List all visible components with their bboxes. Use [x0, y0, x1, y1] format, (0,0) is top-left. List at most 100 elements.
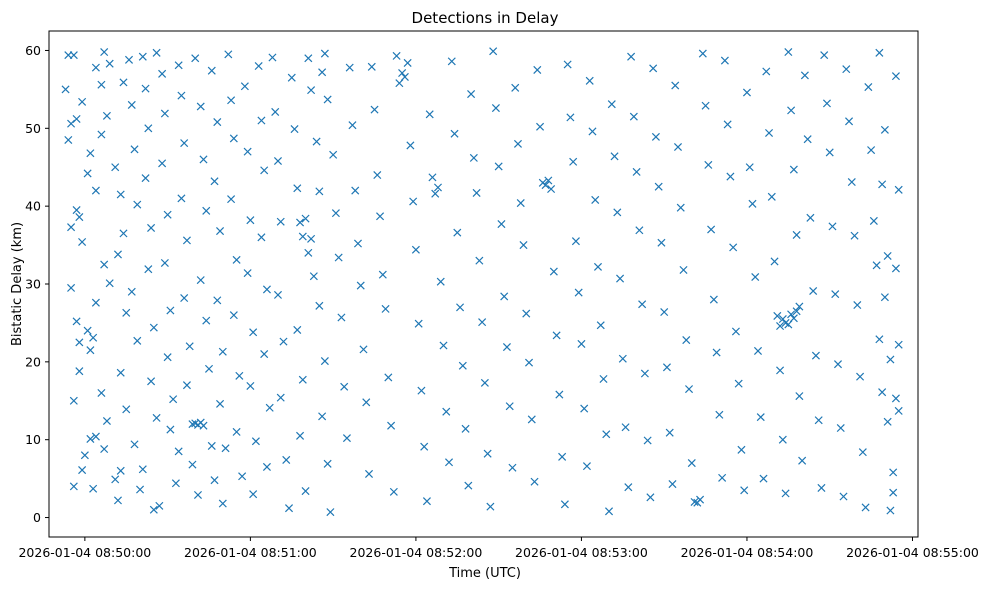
- data-point: [91, 63, 100, 72]
- data-point: [207, 66, 216, 75]
- data-point: [279, 337, 288, 346]
- data-point: [552, 331, 561, 340]
- data-point: [723, 120, 732, 129]
- data-point: [569, 157, 578, 166]
- data-point: [100, 445, 109, 454]
- data-point: [756, 413, 765, 422]
- data-point: [651, 132, 660, 141]
- data-point: [720, 56, 729, 65]
- data-point: [599, 374, 608, 383]
- data-point: [436, 277, 445, 286]
- data-point: [878, 180, 887, 189]
- data-point: [433, 183, 443, 192]
- data-point: [180, 293, 189, 303]
- data-point: [177, 91, 186, 100]
- data-point: [665, 428, 674, 437]
- data-point: [464, 481, 473, 490]
- data-point: [290, 125, 299, 134]
- data-point: [582, 462, 591, 471]
- data-point: [246, 381, 255, 391]
- data-point: [770, 257, 779, 266]
- data-point: [301, 214, 310, 223]
- data-point: [130, 145, 139, 154]
- data-point: [781, 489, 790, 498]
- data-point: [776, 366, 785, 375]
- data-point: [798, 456, 807, 465]
- data-point: [169, 395, 178, 404]
- data-point: [166, 425, 175, 434]
- data-point: [472, 188, 481, 197]
- data-point: [825, 148, 834, 157]
- data-point: [111, 163, 120, 172]
- data-point: [119, 78, 128, 87]
- data-point: [880, 125, 889, 134]
- data-point: [249, 328, 258, 337]
- data-point: [113, 496, 122, 505]
- data-point: [453, 228, 462, 237]
- x-axis-label: Time (UTC): [448, 566, 521, 581]
- data-point: [80, 451, 89, 460]
- data-point: [89, 484, 98, 493]
- data-point: [182, 236, 191, 245]
- data-point: [425, 110, 434, 119]
- data-point: [284, 504, 294, 513]
- data-point: [737, 445, 746, 454]
- data-point: [511, 83, 520, 92]
- data-point: [64, 135, 73, 145]
- data-point: [632, 167, 641, 176]
- data-point: [461, 424, 470, 433]
- data-point: [67, 283, 76, 292]
- data-point: [359, 345, 368, 354]
- y-tick-label: 10: [25, 432, 41, 447]
- data-point: [138, 465, 147, 474]
- data-point: [662, 363, 671, 372]
- data-point: [776, 322, 785, 331]
- data-point: [67, 223, 76, 232]
- data-point: [229, 311, 238, 320]
- data-point: [875, 335, 884, 344]
- data-point: [102, 416, 111, 426]
- data-point: [469, 153, 478, 162]
- data-point: [185, 342, 194, 351]
- data-point: [707, 225, 716, 234]
- data-point: [486, 502, 495, 511]
- data-point: [403, 58, 412, 67]
- data-point: [607, 100, 616, 109]
- data-point: [193, 490, 202, 499]
- data-point: [701, 101, 710, 110]
- data-point: [861, 503, 870, 512]
- data-point: [822, 99, 831, 108]
- data-point: [751, 272, 760, 282]
- data-point: [635, 226, 644, 235]
- data-point: [210, 177, 219, 186]
- data-point: [516, 199, 525, 208]
- data-point: [753, 346, 763, 355]
- data-point: [97, 80, 106, 89]
- data-point: [442, 407, 451, 416]
- data-point: [839, 492, 848, 501]
- data-point: [845, 117, 854, 126]
- y-tick-label: 30: [25, 277, 41, 292]
- data-point: [111, 475, 120, 484]
- data-point: [243, 269, 252, 278]
- data-point: [133, 200, 142, 209]
- data-point: [307, 86, 316, 95]
- data-point: [381, 304, 390, 313]
- data-point: [530, 477, 539, 486]
- data-point: [218, 347, 227, 356]
- data-point: [593, 262, 603, 271]
- data-point: [182, 381, 191, 390]
- data-point: [191, 54, 200, 63]
- data-point: [891, 264, 900, 273]
- x-axis: 2026-01-04 08:50:00 2026-01-04 08:51:00 20…: [18, 537, 979, 560]
- data-point: [147, 223, 156, 232]
- data-point: [227, 195, 236, 204]
- data-point: [158, 69, 167, 78]
- data-point: [519, 241, 528, 250]
- data-point: [682, 336, 691, 345]
- y-axis-label: Bistatic Delay (km): [10, 222, 25, 346]
- data-point: [75, 338, 84, 347]
- data-point: [560, 500, 569, 509]
- data-point: [326, 508, 335, 517]
